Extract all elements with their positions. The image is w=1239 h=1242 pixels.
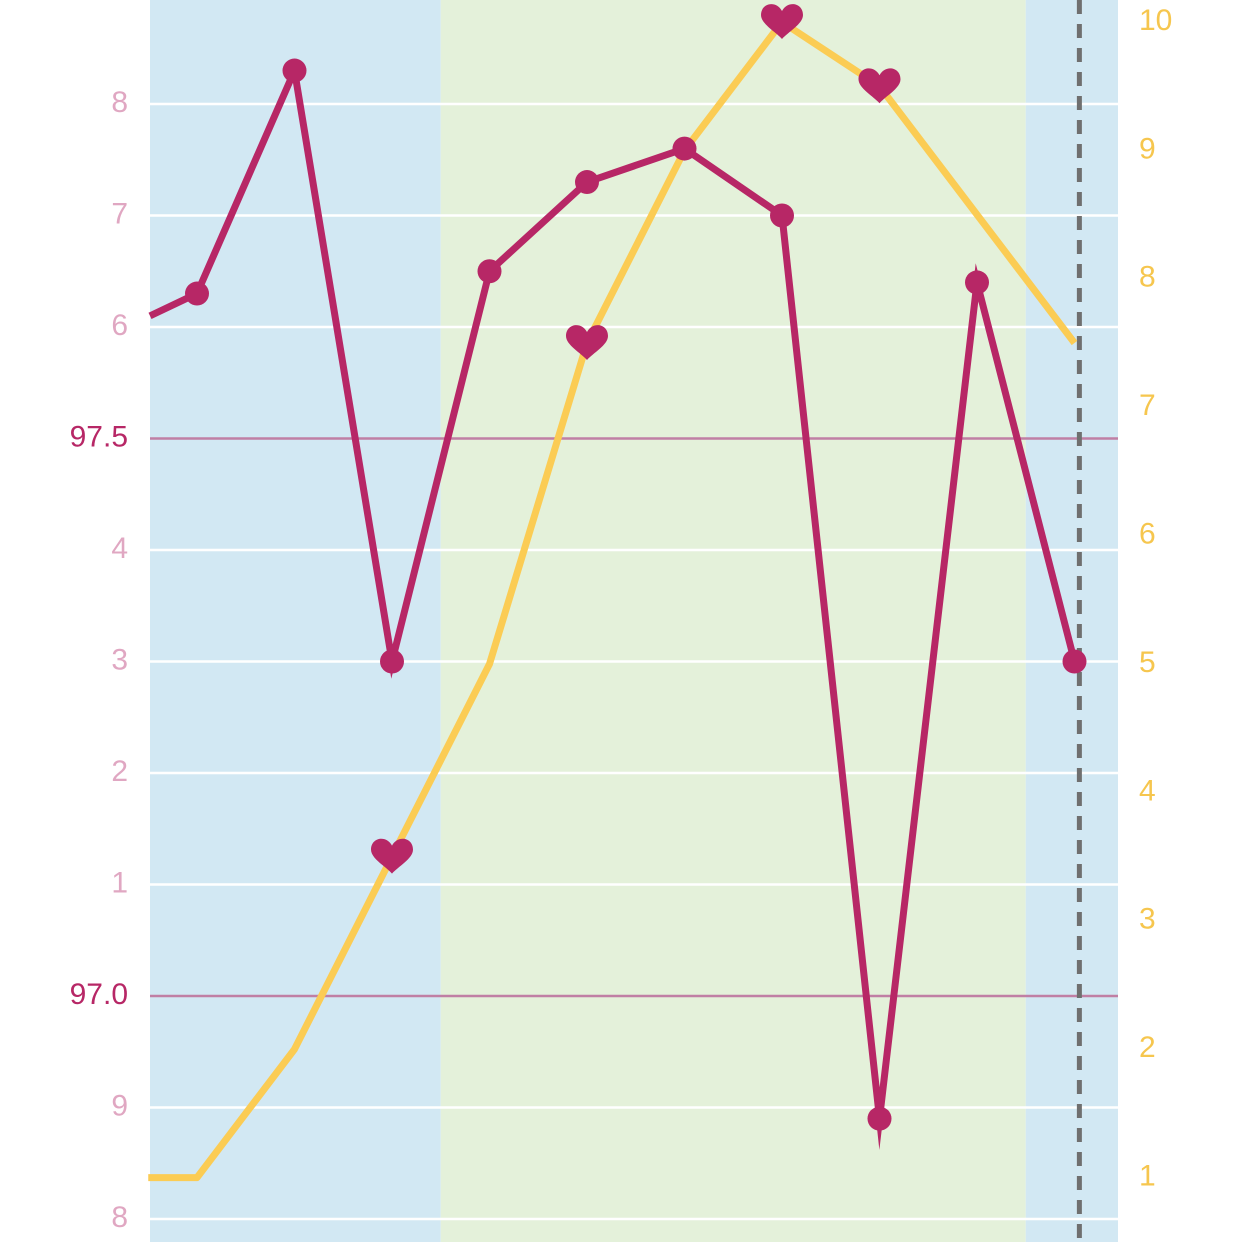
temperature-point	[380, 649, 404, 674]
heart-marker	[566, 325, 608, 360]
left-tick-label: 9	[111, 1089, 128, 1122]
right-tick-label: 5	[1139, 646, 1156, 679]
right-tick-label: 2	[1139, 1031, 1156, 1064]
temperature-point	[477, 259, 502, 284]
temperature-point	[575, 170, 599, 195]
right-tick-label: 9	[1139, 132, 1156, 165]
temperature-point	[672, 136, 697, 161]
left-tick-label: 97.5	[70, 420, 128, 453]
phase-band-green	[440, 0, 1026, 1242]
heart-marker	[858, 68, 901, 104]
temperature-point	[965, 270, 989, 295]
left-tick-label: 8	[111, 1201, 128, 1234]
temperature-point	[770, 203, 794, 228]
temperature-point	[1062, 649, 1087, 674]
temperature-point	[867, 1106, 892, 1131]
left-tick-label: 4	[111, 532, 128, 565]
phase-band-blue	[150, 0, 441, 1242]
left-tick-label: 7	[111, 197, 128, 230]
phase-band-blue	[1025, 0, 1118, 1242]
left-tick-label: 3	[111, 643, 128, 676]
left-tick-label: 8	[111, 86, 128, 119]
right-tick-label: 7	[1139, 389, 1156, 422]
left-tick-label: 1	[111, 866, 128, 899]
temperature-point	[282, 58, 307, 83]
right-tick-label: 4	[1139, 774, 1156, 807]
left-tick-label: 6	[111, 309, 128, 342]
right-tick-label: 3	[1139, 903, 1156, 936]
right-tick-label: 6	[1139, 518, 1156, 551]
heart-marker	[761, 4, 803, 39]
left-tick-label: 2	[111, 755, 128, 788]
right-tick-label: 1	[1139, 1160, 1156, 1193]
temperature-point	[185, 281, 209, 306]
left-tick-label: 97.0	[70, 978, 128, 1011]
right-tick-label: 8	[1139, 261, 1156, 294]
heart-marker	[371, 838, 413, 874]
right-tick-label: 10	[1139, 4, 1172, 37]
